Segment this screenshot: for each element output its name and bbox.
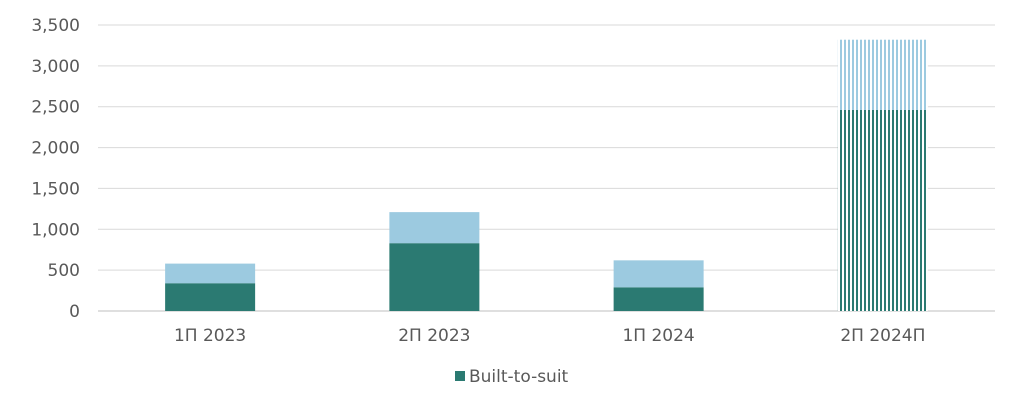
bar-segment-built-to-suit (165, 283, 256, 311)
bar-segment-series-2 (837, 39, 928, 110)
y-tick-label: 500 (48, 261, 80, 281)
legend-swatch (455, 371, 465, 381)
bar-segment-built-to-suit (613, 287, 704, 311)
x-tick-label: 2П 2024П (840, 326, 925, 346)
y-tick-label: 1,500 (31, 179, 80, 199)
bar-segment-built-to-suit (837, 109, 928, 312)
x-tick-label: 1П 2023 (174, 326, 246, 346)
y-tick-label: 2,500 (31, 98, 80, 118)
bar-segment-series-2 (389, 212, 480, 244)
y-tick-label: 0 (69, 302, 80, 322)
x-tick-label: 1П 2024 (622, 326, 694, 346)
y-tick-label: 3,000 (31, 57, 80, 77)
y-tick-label: 2,000 (31, 139, 80, 159)
legend-label: Built-to-suit (469, 367, 569, 387)
y-tick-label: 3,500 (31, 16, 80, 36)
bar-segment-series-2 (165, 263, 256, 284)
bar-segment-series-2 (613, 260, 704, 288)
bar-segment-built-to-suit (389, 243, 480, 311)
x-tick-label: 2П 2023 (398, 326, 470, 346)
y-tick-label: 1,000 (31, 220, 80, 240)
